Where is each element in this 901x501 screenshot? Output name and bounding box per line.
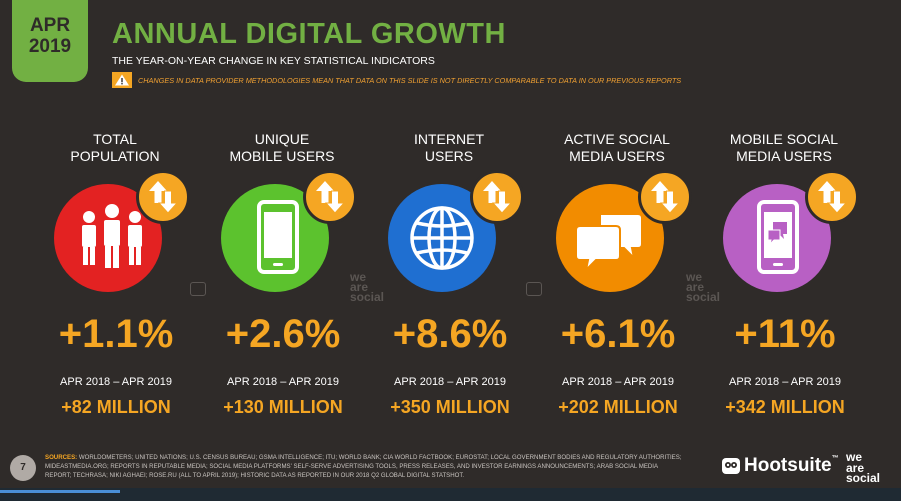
stat-change: +1.1% [58, 312, 174, 356]
sources-list: WORLDOMETERS; UNITED NATIONS; U.S. CENSU… [45, 454, 682, 479]
we-are-social-logo: we are social [846, 450, 881, 485]
slide: APR 2019 ANNUAL DIGITAL GROWTH THE YEAR-… [0, 0, 901, 488]
stat-label-active-social-media-users: ACTIVE SOCIAL MEDIA USERS [542, 128, 692, 168]
stat-period: APR 2018 – APR 2019 [60, 376, 172, 388]
we-are-social-watermark: we are social [350, 270, 385, 304]
viewer-progress-bar [0, 488, 901, 501]
up-down-arrows-icon [470, 170, 524, 224]
warning-icon [112, 72, 132, 88]
owl-icon [722, 458, 740, 474]
stat-label-line1: MOBILE SOCIAL [729, 131, 839, 147]
stat-label-line2: MEDIA USERS [569, 148, 665, 164]
people-icon [82, 204, 142, 268]
internet-users-circle [388, 184, 496, 292]
stat-label-mobile-social-media-users: MOBILE SOCIAL MEDIA USERS [709, 128, 859, 168]
stat-label-line2: MEDIA USERS [736, 148, 832, 164]
stat-label-unique-mobile-users: UNIQUE MOBILE USERS [207, 128, 357, 168]
slide-subtitle: THE YEAR-ON-YEAR CHANGE IN KEY STATISTIC… [112, 55, 435, 67]
stat-absolute: +202 MILLION [558, 397, 678, 417]
trademark: ™ [831, 455, 839, 462]
sources-label: SOURCES: [45, 454, 78, 461]
stat-period: APR 2018 – APR 2019 [394, 376, 506, 388]
stat-absolute: +130 MILLION [223, 397, 343, 417]
warning-note: CHANGES IN DATA PROVIDER METHODOLOGIES M… [112, 72, 681, 88]
date-badge: APR 2019 [12, 0, 88, 82]
chat-bubbles-icon [575, 213, 643, 274]
stat-change: +11% [734, 312, 836, 356]
stat-change: +6.1% [560, 312, 676, 356]
page-number: 7 [10, 455, 36, 481]
stat-label-total-population: TOTAL POPULATION [40, 128, 190, 168]
mobile-phone-icon [257, 200, 299, 274]
stat-label-line2: MOBILE USERS [229, 148, 335, 164]
up-down-arrows-icon [638, 170, 692, 224]
stat-label-line1: UNIQUE [254, 131, 310, 147]
hootsuite-wordmark: Hootsuite [744, 455, 832, 476]
mobile-chat-icon [757, 200, 799, 274]
sources-text: SOURCES: WORLDOMETERS; UNITED NATIONS; U… [45, 453, 685, 480]
stat-label-line2: USERS [424, 148, 474, 164]
stat-label-line1: TOTAL [93, 131, 137, 147]
up-down-arrows-icon [303, 170, 357, 224]
slide-title: ANNUAL DIGITAL GROWTH [112, 18, 506, 50]
stat-label-line1: INTERNET [414, 131, 484, 147]
up-down-arrows-icon [136, 170, 190, 224]
stat-change: +2.6% [225, 312, 341, 356]
stat-label-line2: POPULATION [70, 148, 160, 164]
progress-fill [0, 490, 120, 493]
stat-period: APR 2018 – APR 2019 [562, 376, 674, 388]
stat-period: APR 2018 – APR 2019 [227, 376, 339, 388]
owl-watermark-icon [190, 282, 206, 296]
stat-absolute: +350 MILLION [390, 397, 510, 417]
stat-label-internet-users: INTERNET USERS [374, 128, 524, 168]
up-down-arrows-icon [805, 170, 859, 224]
globe-icon [410, 206, 474, 270]
we-are-social-watermark: we are social [686, 270, 721, 304]
owl-watermark-icon [526, 282, 542, 296]
stat-change: +8.6% [392, 312, 508, 356]
warning-text: CHANGES IN DATA PROVIDER METHODOLOGIES M… [138, 75, 682, 85]
stat-absolute: +82 MILLION [61, 397, 171, 417]
stat-absolute: +342 MILLION [725, 397, 845, 417]
stat-label-line1: ACTIVE SOCIAL [564, 131, 670, 147]
stat-period: APR 2018 – APR 2019 [729, 376, 841, 388]
date-year: 2019 [28, 36, 72, 57]
hootsuite-logo: Hootsuite™ [722, 455, 839, 477]
date-month: APR [29, 15, 71, 36]
